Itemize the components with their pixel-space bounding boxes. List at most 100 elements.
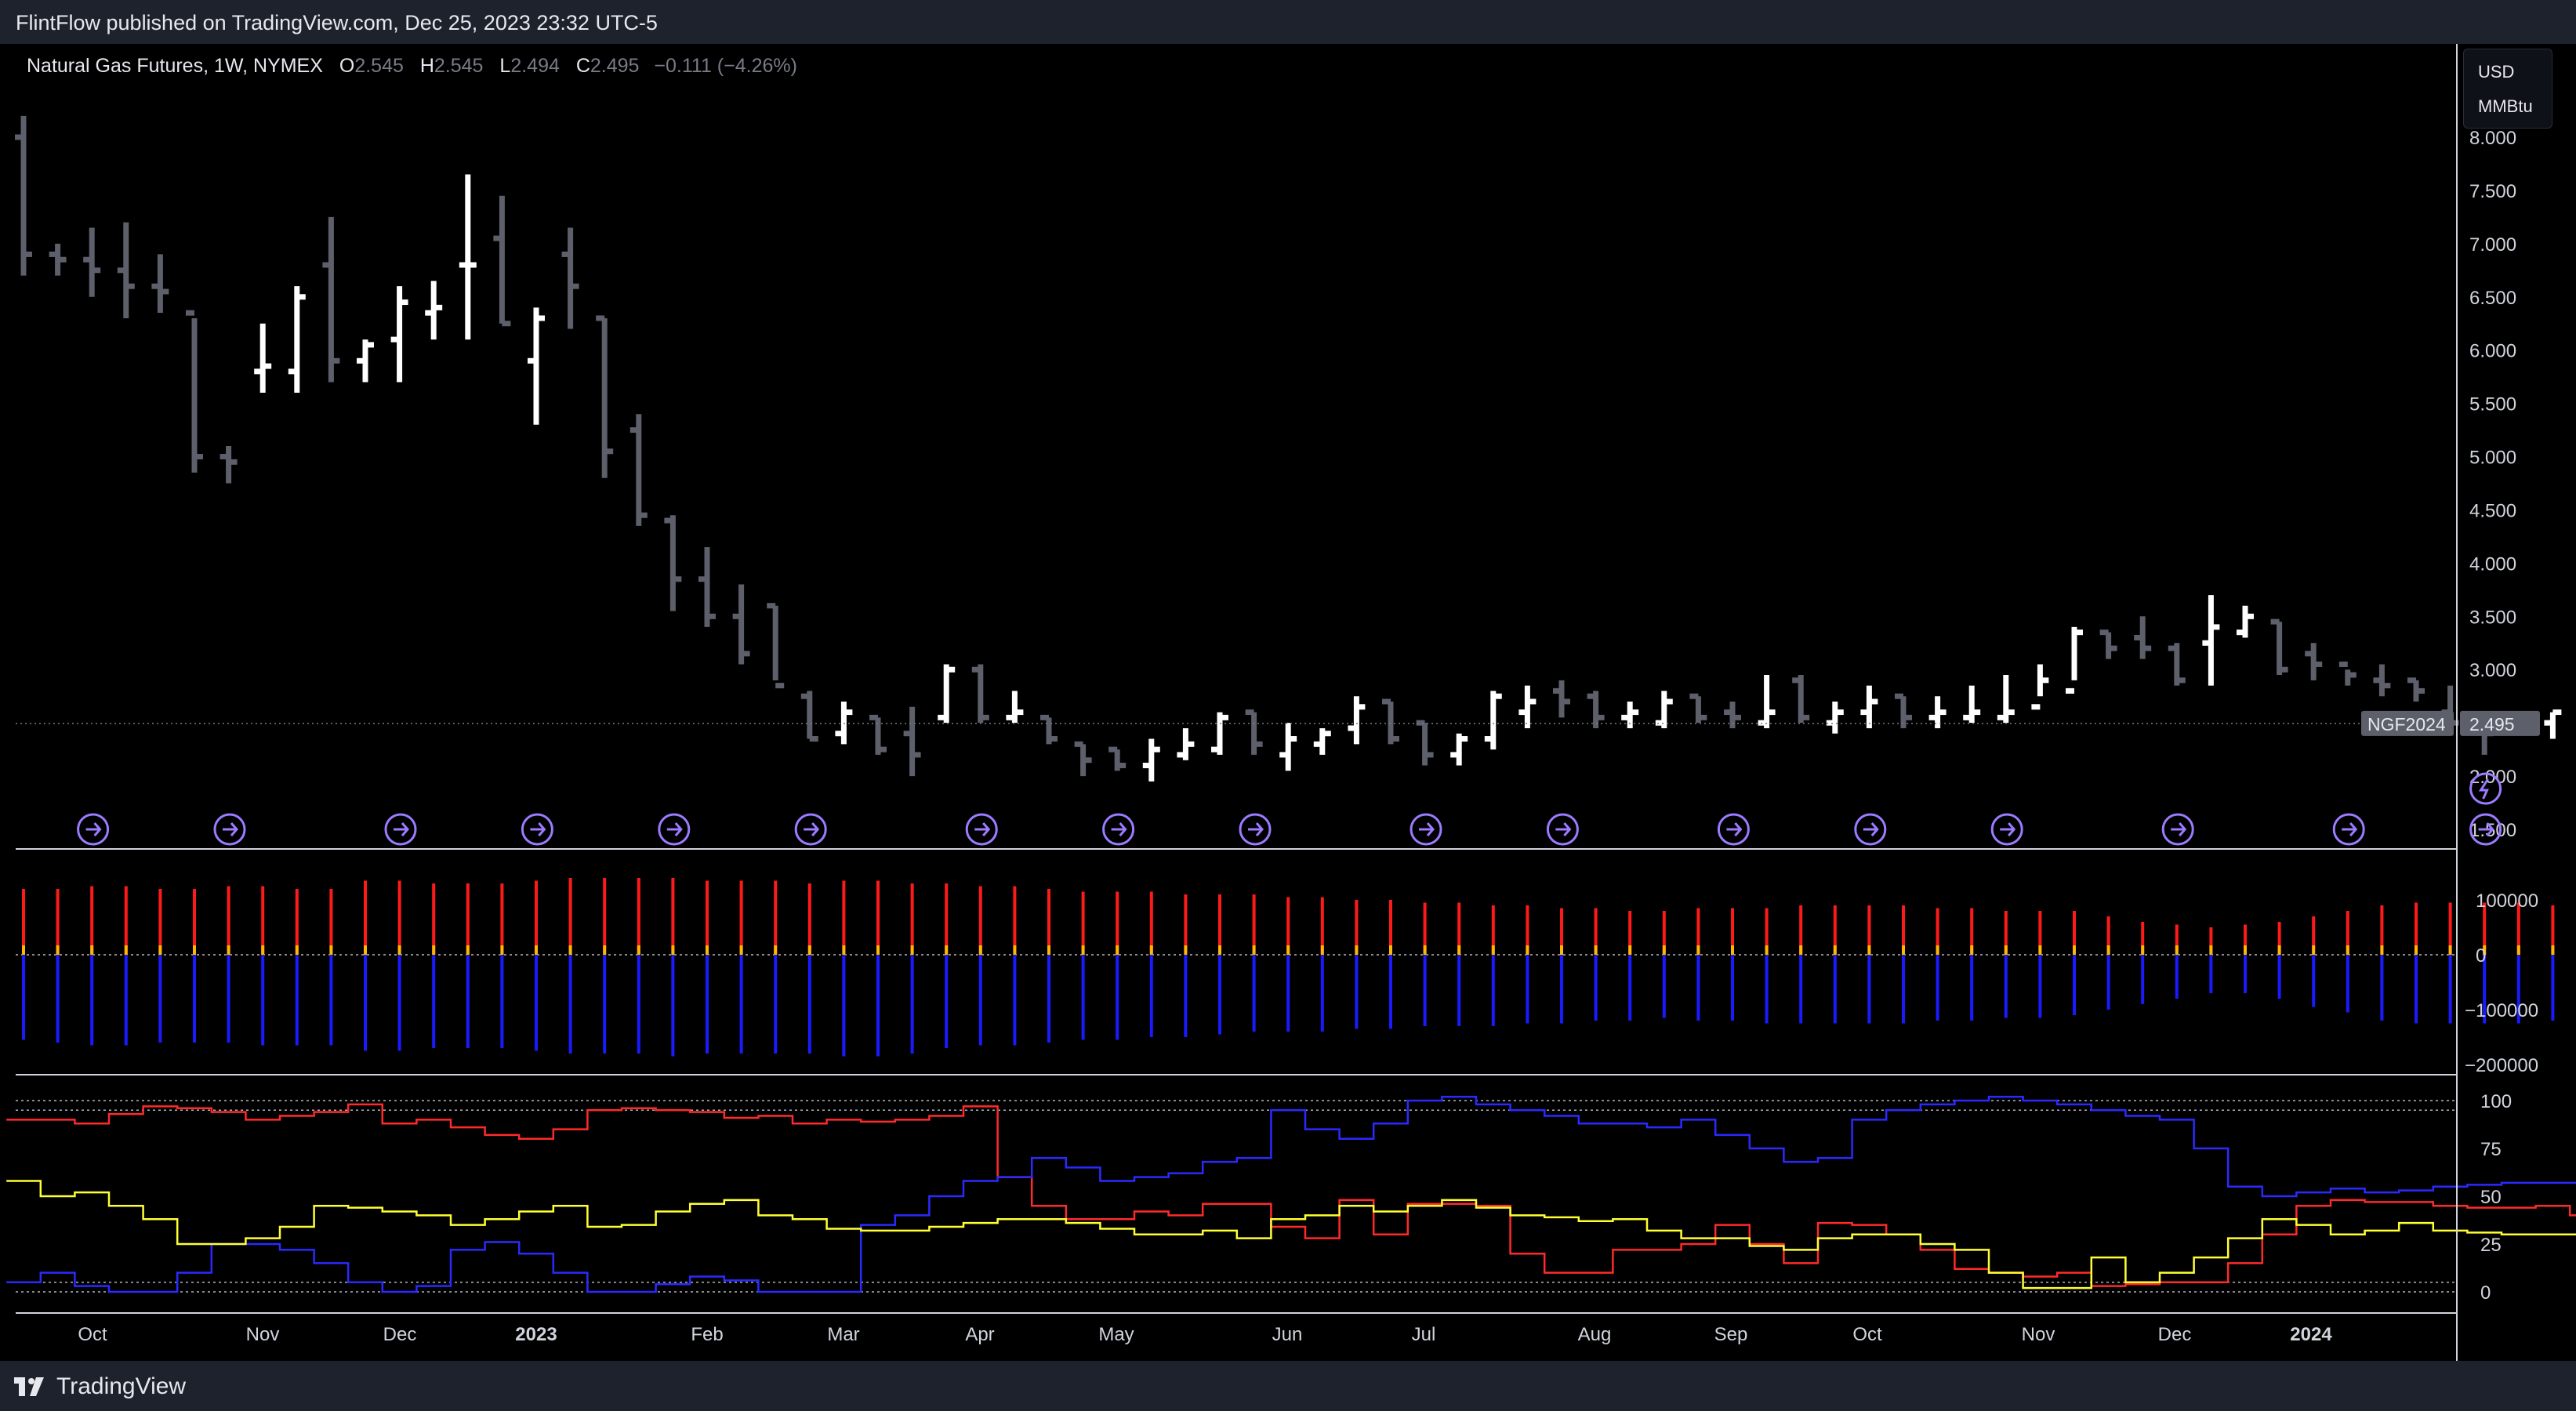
ohlc-bar xyxy=(1484,691,1502,750)
time-tick-label: Oct xyxy=(1852,1324,1882,1345)
brand-name: TradingView xyxy=(56,1373,187,1399)
time-tick-label: Jun xyxy=(1272,1324,1303,1345)
dividend-event-icon xyxy=(1990,813,2023,846)
ohlc-bar xyxy=(1553,680,1570,718)
ohlc-bar xyxy=(288,286,306,394)
time-tick-label: Dec xyxy=(2158,1324,2192,1345)
ohlc-bar xyxy=(1040,714,1058,745)
top-bar: FlintFlow published on TradingView.com, … xyxy=(0,0,2576,44)
price-axis: 8.000 7.500 7.000 6.500 6.000 5.500 5.000 4.500… xyxy=(16,128,2540,841)
price-tick-label: 3.500 xyxy=(2469,607,2516,628)
ohlc-bar xyxy=(15,115,32,276)
ohlc-bar xyxy=(83,227,101,297)
ohlc-bar xyxy=(698,547,716,627)
ohlc-bar xyxy=(254,323,272,394)
dividend-event-icon xyxy=(1854,813,1887,846)
dividend-event-icon xyxy=(213,813,246,846)
price-tick-label: 5.000 xyxy=(2469,448,2516,469)
net-tick-label: 100000 xyxy=(2476,890,2538,912)
ohlc-bar xyxy=(596,315,614,478)
unit-label[interactable]: MMBtu xyxy=(2478,96,2533,116)
net-tick-label: −200000 xyxy=(2465,1055,2538,1076)
ohlc-bar xyxy=(1245,709,1263,755)
ohlc-bar xyxy=(2338,661,2356,686)
ohlc-bar xyxy=(1860,685,1878,728)
cot-tick-label: 75 xyxy=(2480,1139,2502,1160)
bottom-bar xyxy=(0,1361,2576,1411)
ohlc-bar xyxy=(1792,675,1810,724)
symbol-name: Natural Gas Futures, 1W, NYMEX xyxy=(27,55,323,77)
dividend-event-icon xyxy=(2332,813,2365,846)
ohlc-bar xyxy=(459,174,477,340)
ohlc-bar xyxy=(1758,675,1776,728)
ohlc-bar xyxy=(732,584,750,665)
ohlc-bar xyxy=(800,691,818,742)
ohlc-bar xyxy=(1142,738,1160,782)
ohlc-bar xyxy=(2168,643,2186,686)
dividend-event-icon xyxy=(1717,813,1750,846)
dividend-event-icon xyxy=(2161,813,2194,846)
ohlc-bar xyxy=(1006,691,1024,724)
ohlc-bar xyxy=(1963,685,1981,724)
ohlc-bar xyxy=(2099,629,2117,659)
ohlc-bar xyxy=(1518,685,1537,728)
dividend-event-icon xyxy=(521,813,553,846)
ohlc-bar xyxy=(2407,677,2425,702)
cot-tick-label: 50 xyxy=(2480,1187,2502,1208)
price-tick-label: 4.500 xyxy=(2469,500,2516,521)
cot-index-line-yellow xyxy=(6,1180,2576,1289)
high-label: H xyxy=(419,55,434,77)
ohlc-bar xyxy=(2373,664,2391,697)
ohlc-bar xyxy=(1074,741,1092,777)
ohlc-bar xyxy=(49,243,67,276)
change-value: −0.111 (−4.26%) xyxy=(654,55,797,77)
ohlc-bar xyxy=(2066,626,2083,694)
low-value: 2.494 xyxy=(510,55,560,77)
ohlc-bar xyxy=(322,216,340,383)
dividend-event-icon xyxy=(77,813,110,846)
ohlc-bar xyxy=(220,445,238,484)
ohlc-bar xyxy=(1177,727,1195,760)
net-positions-panel: 100000 0 −100000 −200000 xyxy=(16,878,2555,1076)
symbol-legend: Natural Gas Futures, 1W, NYMEX O2.545 H2… xyxy=(27,55,797,78)
time-tick-label: Jul xyxy=(1412,1324,1436,1345)
time-tick-label: Nov xyxy=(2022,1324,2055,1345)
time-axis: Oct Nov Dec 2023 Feb Mar Apr May Jun Jul Aug Sep Oct… xyxy=(78,1324,2332,1345)
net-tick-label: 0 xyxy=(2476,945,2486,967)
time-tick-label: Oct xyxy=(78,1324,107,1345)
time-tick-label: Nov xyxy=(246,1324,280,1345)
ohlc-bar xyxy=(1997,675,2015,724)
cot-index-line-blue xyxy=(6,1095,2576,1293)
ohlc-bar xyxy=(1348,696,1366,745)
symbol-tag-bg xyxy=(2361,710,2454,736)
close-label: C xyxy=(575,55,590,77)
publish-info: FlintFlow published on TradingView.com, … xyxy=(16,11,658,34)
time-tick-label: May xyxy=(1098,1324,1134,1345)
ohlc-bar xyxy=(493,195,511,327)
ohlc-bar xyxy=(390,286,408,383)
event-markers xyxy=(77,772,2502,846)
price-tag: 2.495 xyxy=(2469,714,2515,735)
ohlc-bar xyxy=(561,227,579,329)
price-tick-label: 3.000 xyxy=(2469,660,2516,681)
ohlc-bar xyxy=(2270,618,2288,676)
close-value: 2.495 xyxy=(590,55,640,77)
dividend-event-icon xyxy=(384,813,417,846)
price-tick-label: 8.000 xyxy=(2469,128,2516,149)
time-tick-label: Feb xyxy=(691,1324,723,1345)
unit-selector[interactable]: USD MMBtu xyxy=(2463,49,2552,129)
time-tick-label: 2023 xyxy=(515,1324,557,1345)
ohlc-bar xyxy=(629,414,648,526)
ohlc-bar xyxy=(903,706,921,777)
high-value: 2.545 xyxy=(434,55,484,77)
tradingview-brand[interactable]: TradingView xyxy=(14,1373,186,1400)
time-tick-label: 2024 xyxy=(2290,1324,2332,1345)
price-tick-label: 7.000 xyxy=(2469,234,2516,256)
ohlc-bars xyxy=(15,115,2562,782)
dividend-event-icon xyxy=(794,813,827,846)
ohlc-bar xyxy=(1211,712,1228,755)
low-label: L xyxy=(499,55,511,77)
ohlc-bar xyxy=(117,222,135,318)
currency-label[interactable]: USD xyxy=(2478,62,2515,82)
